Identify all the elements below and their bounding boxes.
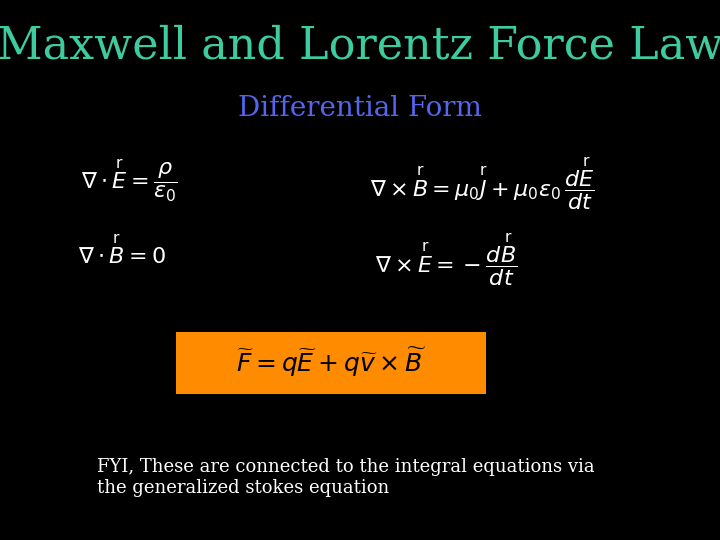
Text: $\nabla \cdot \overset{\mathrm{r}}{E} = \dfrac{\rho}{\varepsilon_0}$: $\nabla \cdot \overset{\mathrm{r}}{E} = … bbox=[81, 158, 178, 204]
Text: Maxwell and Lorentz Force Law: Maxwell and Lorentz Force Law bbox=[0, 24, 720, 68]
Text: Differential Form: Differential Form bbox=[238, 94, 482, 122]
Text: $\nabla \times \overset{\mathrm{r}}{E} = -\dfrac{d\overset{\mathrm{r}}{B}}{dt}$: $\nabla \times \overset{\mathrm{r}}{E} =… bbox=[375, 231, 518, 288]
FancyBboxPatch shape bbox=[176, 332, 486, 394]
Text: $\nabla \cdot \overset{\mathrm{r}}{B} = 0$: $\nabla \cdot \overset{\mathrm{r}}{B} = … bbox=[78, 234, 166, 268]
Text: $\widetilde{F} = q\widetilde{E} + q\widetilde{v} \times \widetilde{B}$: $\widetilde{F} = q\widetilde{E} + q\wide… bbox=[236, 346, 426, 380]
Text: FYI, These are connected to the integral equations via
the generalized stokes eq: FYI, These are connected to the integral… bbox=[97, 458, 595, 497]
Text: $\nabla \times \overset{\mathrm{r}}{B} = \mu_0\overset{\mathrm{r}}{J} + \mu_0\va: $\nabla \times \overset{\mathrm{r}}{B} =… bbox=[370, 155, 595, 212]
